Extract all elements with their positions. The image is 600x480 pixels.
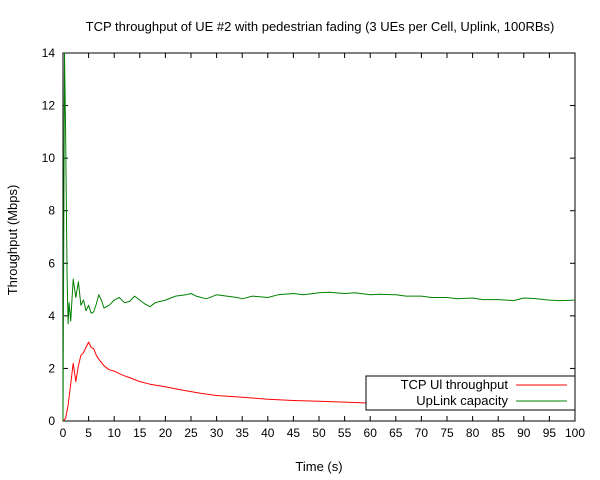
x-tick-label: 40 [261, 426, 275, 440]
x-tick-label: 75 [440, 426, 454, 440]
y-axis-title: Throughput (Mbps) [5, 185, 20, 296]
legend-box [365, 375, 576, 411]
x-tick-label: 35 [236, 426, 250, 440]
x-tick-label: 60 [364, 426, 378, 440]
x-tick-label: 50 [312, 426, 326, 440]
x-tick-label: 15 [133, 426, 147, 440]
y-tick-label: 14 [42, 46, 56, 60]
y-tick-label: 8 [48, 204, 55, 218]
chart-title: TCP throughput of UE #2 with pedestrian … [86, 19, 555, 34]
x-tick-label: 55 [338, 426, 352, 440]
y-tick-label: 2 [48, 361, 55, 375]
x-tick-label: 20 [159, 426, 173, 440]
y-tick-label: 6 [48, 256, 55, 270]
y-tick-label: 10 [42, 151, 56, 165]
x-tick-label: 80 [466, 426, 480, 440]
x-tick-label: 25 [184, 426, 198, 440]
x-tick-label: 45 [287, 426, 301, 440]
x-tick-label: 100 [565, 426, 585, 440]
x-tick-label: 65 [389, 426, 403, 440]
y-tick-label: 12 [42, 99, 56, 113]
x-tick-label: 10 [108, 426, 122, 440]
series-layer [62, 52, 576, 422]
x-axis-title: Time (s) [295, 459, 342, 474]
plot-frame [62, 52, 576, 422]
y-tick-label: 4 [48, 309, 55, 323]
x-tick-label: 30 [210, 426, 224, 440]
x-tick-label: 5 [85, 426, 92, 440]
x-tick-label: 85 [492, 426, 506, 440]
x-tick-label: 90 [517, 426, 531, 440]
legend-label: UpLink capacity [416, 393, 508, 408]
x-tick-label: 95 [543, 426, 557, 440]
x-tick-label: 70 [415, 426, 429, 440]
axes: 0 5 10 15 20 25 30 35 40 45 50 55 60 65 70 75 80 85 90 95 10… [42, 46, 586, 440]
legend-label: TCP Ul throughput [401, 377, 509, 392]
x-tick-label: 0 [60, 426, 67, 440]
series-line-uplink-capacity [62, 52, 576, 422]
y-tick-label: 0 [48, 414, 55, 428]
